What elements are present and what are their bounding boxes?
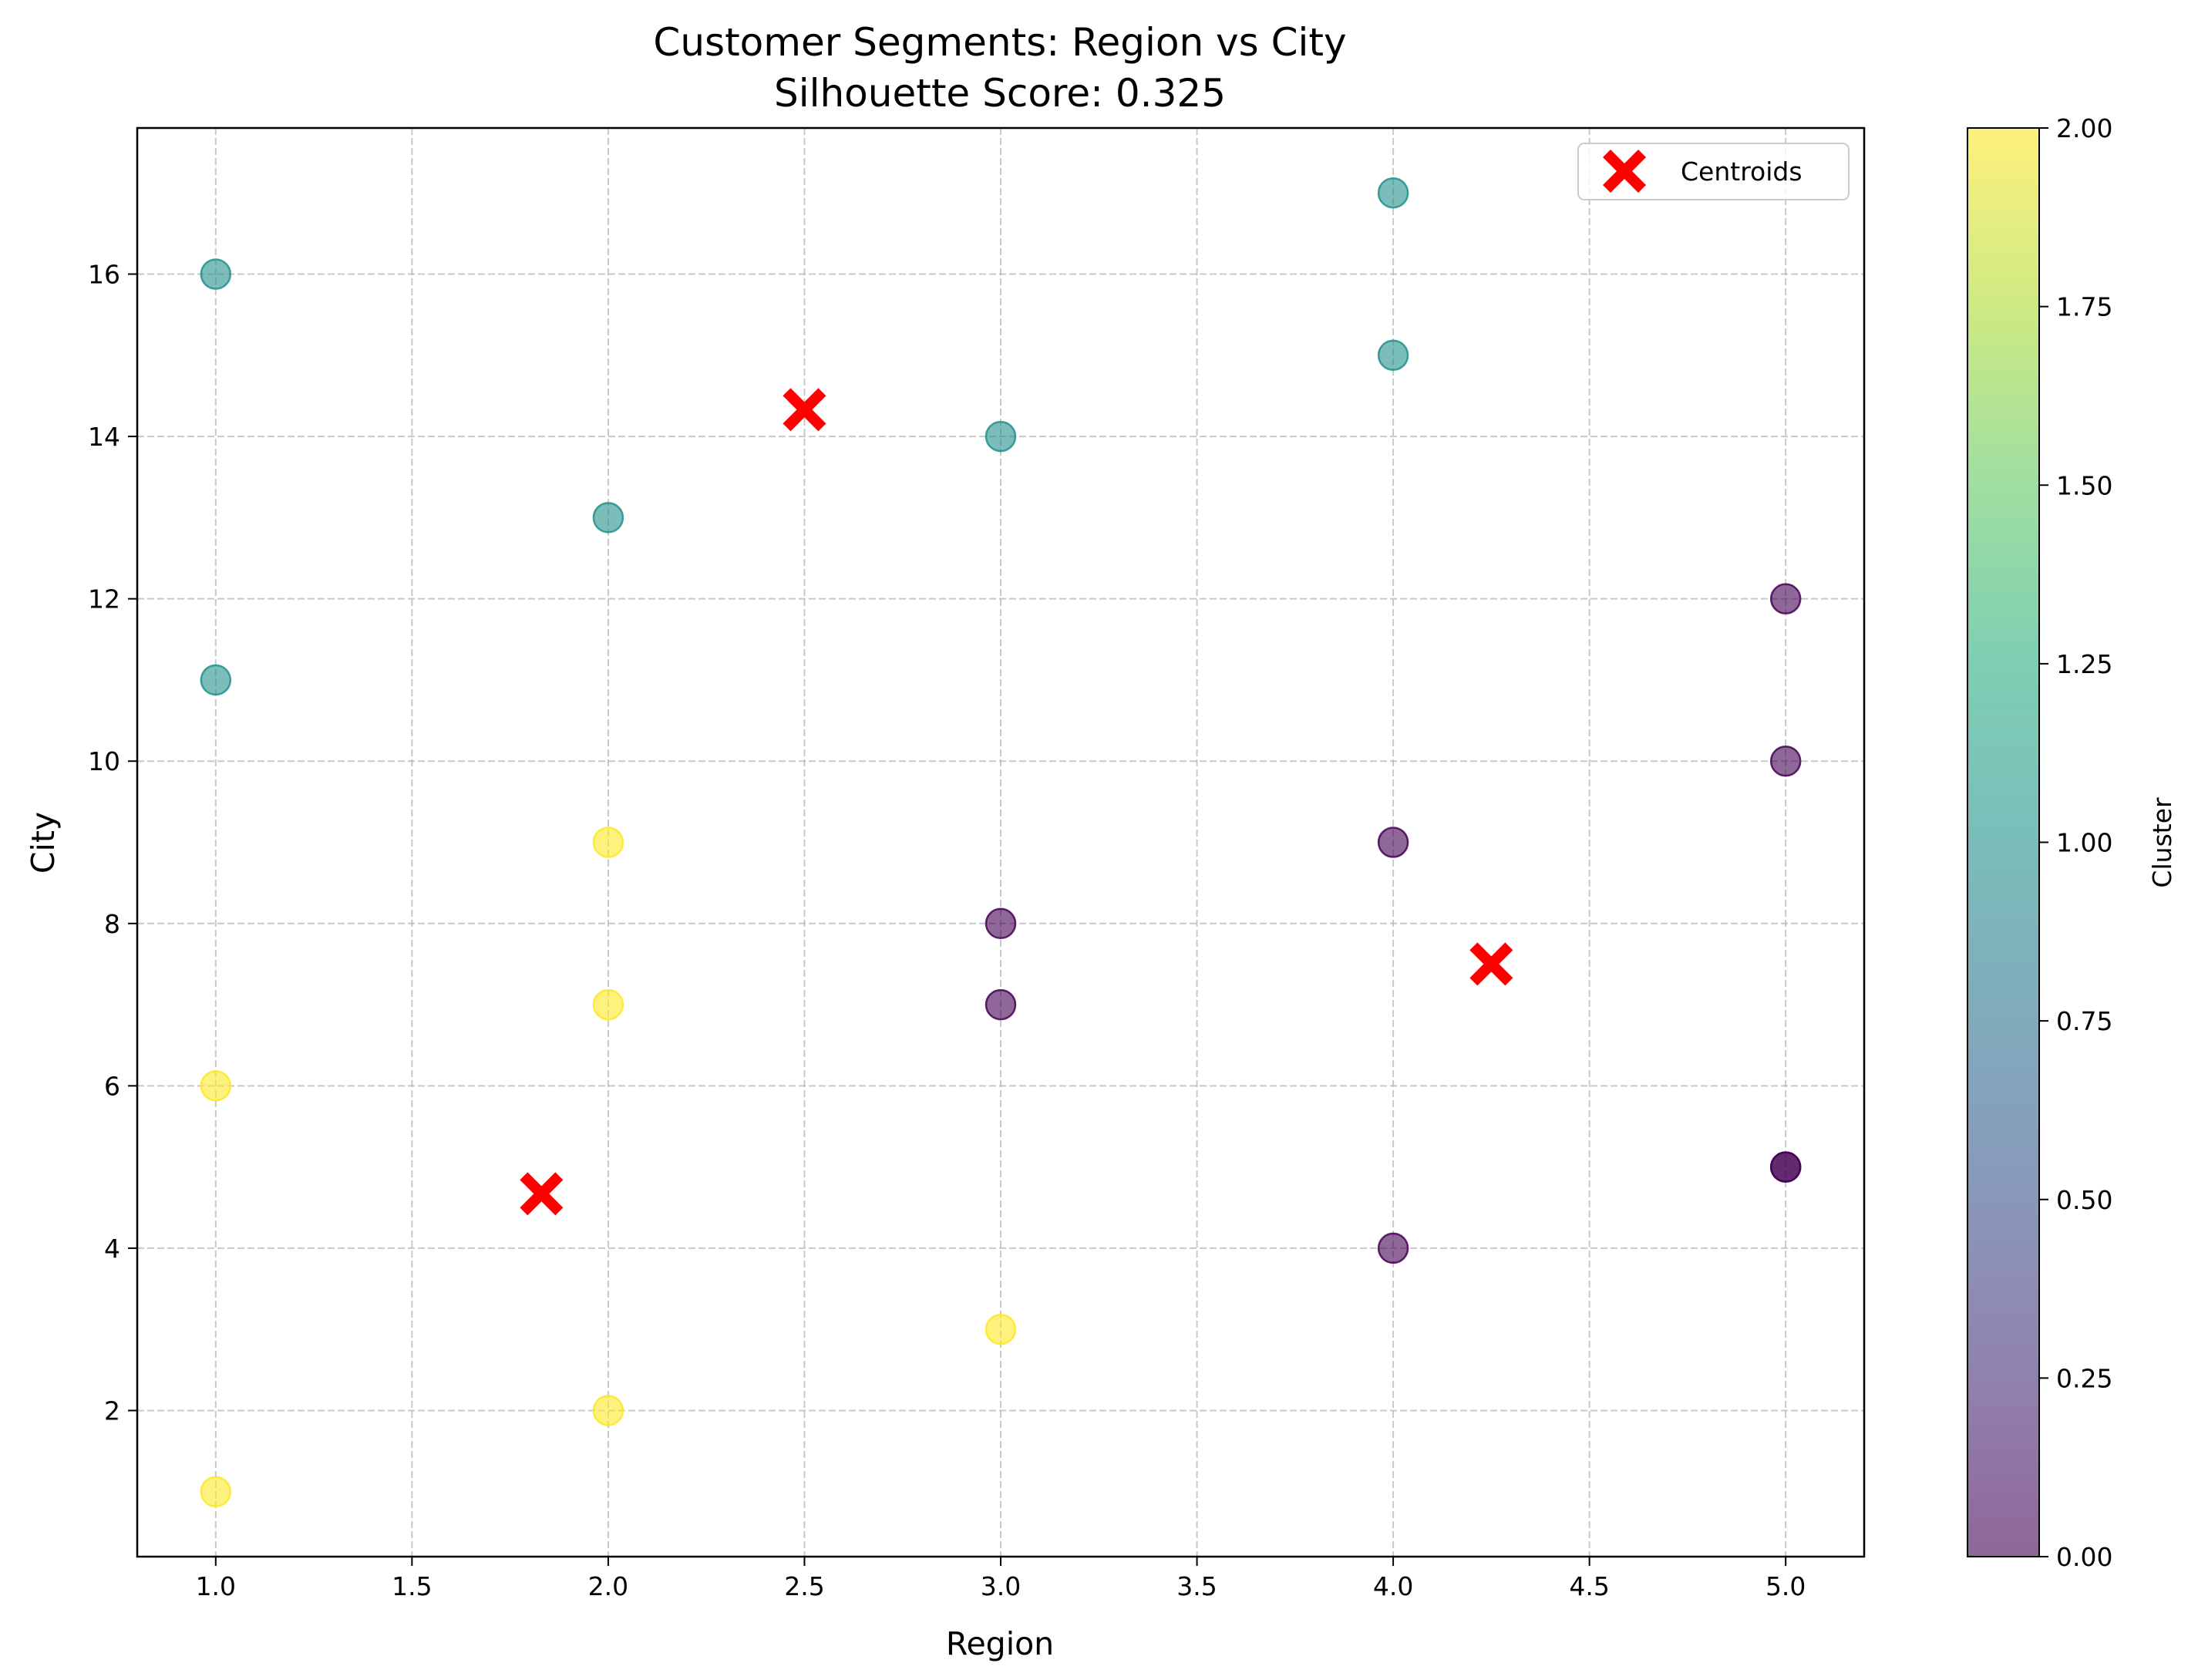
data-point	[1377, 827, 1409, 858]
x-tick-label: 4.0	[1373, 1571, 1413, 1601]
data-point	[1769, 1151, 1802, 1183]
centroid-marker	[1469, 942, 1513, 986]
data-point	[1769, 583, 1802, 614]
data-point	[1769, 745, 1802, 777]
data-point	[985, 988, 1017, 1021]
data-point	[200, 1070, 232, 1102]
x-tick-label: 5.0	[1765, 1571, 1806, 1601]
chart-title: Customer Segments: Region vs City	[653, 20, 1346, 65]
data-point	[985, 1313, 1017, 1345]
y-tick-label: 4	[104, 1234, 120, 1264]
y-tick-label: 12	[88, 584, 120, 614]
data-point	[200, 664, 232, 696]
data-point	[592, 988, 624, 1021]
colorbar-tick-label: 0.50	[2056, 1185, 2112, 1215]
colorbar-tick-label: 2.00	[2056, 113, 2112, 143]
colorbar-tick-label: 1.25	[2056, 649, 2112, 679]
x-tick-label: 2.0	[588, 1571, 628, 1601]
x-axis-ticks: 1.0 1.5 2.0 2.5 3.0 3.5 4.0 4.5 5.0	[196, 1557, 1806, 1601]
colorbar: 0.00 0.25 0.50 0.75 1.00 1.25 1.50 1.75 2.00 Clu…	[1967, 113, 2177, 1572]
data-point	[1377, 1232, 1409, 1264]
y-tick-label: 10	[88, 746, 120, 776]
colorbar-tick-label: 1.75	[2056, 292, 2112, 322]
x-axis-label: Region	[946, 1625, 1054, 1662]
y-tick-label: 6	[104, 1071, 120, 1101]
colorbar-gradient	[1967, 128, 2039, 1557]
legend-label-centroids: Centroids	[1681, 157, 1802, 187]
x-tick-label: 4.5	[1569, 1571, 1609, 1601]
data-point	[1377, 339, 1409, 372]
data-point	[1377, 177, 1409, 209]
data-point	[592, 827, 624, 858]
data-point	[200, 258, 232, 290]
y-tick-label: 14	[88, 422, 120, 452]
y-tick-label: 16	[88, 260, 120, 290]
chart-subtitle: Silhouette Score: 0.325	[774, 71, 1226, 116]
y-tick-label: 2	[104, 1396, 120, 1426]
x-tick-label: 1.0	[196, 1571, 236, 1601]
colorbar-ticks: 0.00 0.25 0.50 0.75 1.00 1.25 1.50 1.75 2.00	[2039, 113, 2112, 1572]
data-point	[592, 502, 624, 534]
y-axis-label: City	[25, 812, 62, 874]
x-tick-label: 3.5	[1176, 1571, 1217, 1601]
y-tick-label: 8	[104, 909, 120, 939]
centroid-marker	[783, 388, 826, 432]
x-tick-label: 3.0	[981, 1571, 1021, 1601]
data-point	[592, 1395, 624, 1426]
centroid-marker	[520, 1172, 564, 1216]
data-points	[200, 177, 1802, 1508]
colorbar-tick-label: 1.50	[2056, 470, 2112, 500]
data-point	[200, 1476, 232, 1508]
x-tick-label: 1.5	[392, 1571, 432, 1601]
data-point	[985, 907, 1017, 940]
colorbar-tick-label: 0.25	[2056, 1363, 2112, 1393]
centroid-markers	[520, 388, 1513, 1216]
x-tick-label: 2.5	[784, 1571, 824, 1601]
legend-centroid-marker	[1603, 150, 1646, 193]
colorbar-tick-label: 1.00	[2056, 828, 2112, 858]
colorbar-tick-label: 0.00	[2056, 1542, 2112, 1572]
data-point	[985, 420, 1017, 453]
legend: Centroids	[1577, 143, 1850, 200]
colorbar-tick-label: 0.75	[2056, 1006, 2112, 1036]
y-axis-ticks: 2 4 6 8 10 12 14 16	[88, 260, 137, 1426]
colorbar-label: Cluster	[2147, 797, 2177, 888]
